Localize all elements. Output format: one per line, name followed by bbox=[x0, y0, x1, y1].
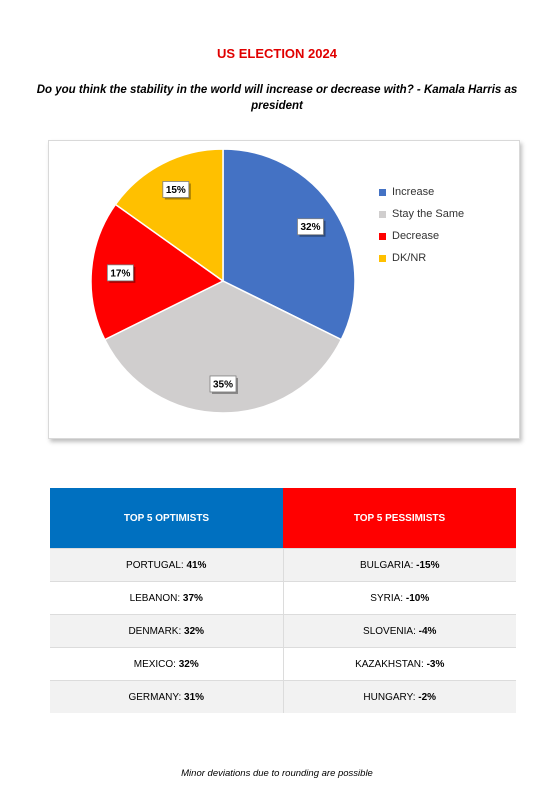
data-label-dk-nr: 15% bbox=[162, 181, 191, 200]
pessimist-value: -10% bbox=[405, 592, 430, 604]
table-row: LEBANON: 37% SYRIA: -10% bbox=[50, 581, 516, 615]
legend-swatch-increase bbox=[379, 188, 386, 196]
optimist-country: MEXICO: bbox=[133, 658, 176, 670]
svg-text:35%: 35% bbox=[213, 379, 233, 390]
legend-swatch-stay-the-same bbox=[379, 210, 386, 218]
legend-item-dk-nr: DK/NR bbox=[379, 247, 464, 269]
pessimist-value: -4% bbox=[418, 625, 437, 637]
optimist-value: 32% bbox=[178, 658, 199, 670]
optimist-cell: LEBANON: 37% bbox=[50, 581, 284, 615]
optimist-value: 31% bbox=[184, 691, 205, 703]
optimist-value: 41% bbox=[186, 559, 207, 571]
data-label-increase: 32% bbox=[297, 218, 326, 237]
footnote: Minor deviations due to rounding are pos… bbox=[181, 768, 373, 779]
page-title: US ELECTION 2024 bbox=[217, 46, 337, 61]
legend-swatch-decrease bbox=[379, 232, 386, 240]
optimist-country: PORTUGAL: bbox=[126, 559, 184, 571]
pie-chart-svg: 32% 35% 17% 15% bbox=[90, 148, 356, 414]
pessimist-country: HUNGARY: bbox=[363, 691, 416, 703]
pessimist-country: BULGARIA: bbox=[360, 559, 414, 571]
pessimist-cell: KAZAKHSTAN: -3% bbox=[283, 647, 516, 681]
legend-label-decrease: Decrease bbox=[392, 230, 440, 242]
pessimist-cell: SYRIA: -10% bbox=[283, 581, 516, 615]
optimist-cell: DENMARK: 32% bbox=[50, 614, 284, 648]
data-label-stay-the-same: 35% bbox=[209, 375, 238, 394]
top-countries-table: TOP 5 OPTIMISTS TOP 5 PESSIMISTS PORTUGA… bbox=[50, 488, 516, 713]
optimist-country: GERMANY: bbox=[128, 691, 182, 703]
legend-label-increase: Increase bbox=[392, 186, 435, 198]
svg-text:17%: 17% bbox=[110, 268, 130, 279]
table-row: GERMANY: 31% HUNGARY: -2% bbox=[50, 680, 516, 713]
optimist-country: LEBANON: bbox=[129, 592, 181, 604]
optimist-cell: GERMANY: 31% bbox=[50, 680, 284, 713]
data-label-decrease: 17% bbox=[106, 264, 136, 283]
pie-slice-dk-nr bbox=[114, 148, 224, 283]
pessimist-cell: BULGARIA: -15% bbox=[283, 548, 516, 582]
pie-slice-decrease bbox=[90, 203, 225, 341]
optimist-cell: MEXICO: 32% bbox=[50, 647, 284, 681]
pessimist-cell: SLOVENIA: -4% bbox=[283, 614, 516, 648]
pessimists-header: TOP 5 PESSIMISTS bbox=[283, 488, 516, 549]
legend-swatch-dk-nr bbox=[379, 254, 386, 262]
optimist-value: 32% bbox=[184, 625, 205, 637]
pessimist-value: -3% bbox=[426, 658, 445, 670]
survey-question: Do you think the stability in the world … bbox=[36, 84, 518, 112]
optimists-header: TOP 5 OPTIMISTS bbox=[50, 488, 283, 549]
legend-label-dk-nr: DK/NR bbox=[392, 252, 427, 264]
table-row: DENMARK: 32% SLOVENIA: -4% bbox=[50, 614, 516, 648]
pessimist-country: SYRIA: bbox=[370, 592, 404, 604]
pie-chart: 32% 35% 17% 15% Increase Stay the Same Decr… bbox=[48, 140, 520, 439]
pessimist-country: KAZAKHSTAN: bbox=[355, 658, 424, 670]
legend-item-decrease: Decrease bbox=[379, 225, 464, 247]
pessimist-value: -15% bbox=[416, 559, 440, 571]
chart-legend: Increase Stay the Same Decrease DK/NR bbox=[379, 181, 464, 269]
pessimist-cell: HUNGARY: -2% bbox=[283, 680, 516, 713]
optimist-country: DENMARK: bbox=[128, 625, 182, 637]
pie-slice-increase bbox=[222, 148, 356, 341]
pie-slice-stay-the-same bbox=[103, 280, 343, 414]
pessimist-country: SLOVENIA: bbox=[363, 625, 416, 637]
pessimist-value: -2% bbox=[418, 691, 437, 703]
legend-item-stay-the-same: Stay the Same bbox=[379, 203, 464, 225]
optimist-value: 37% bbox=[182, 592, 203, 604]
table-row: MEXICO: 32% KAZAKHSTAN: -3% bbox=[50, 647, 516, 681]
svg-text:32%: 32% bbox=[300, 222, 320, 233]
svg-text:15%: 15% bbox=[166, 185, 186, 196]
legend-label-stay-the-same: Stay the Same bbox=[392, 208, 465, 220]
legend-item-increase: Increase bbox=[379, 181, 464, 203]
table-row: PORTUGAL: 41% BULGARIA: -15% bbox=[50, 548, 516, 582]
optimist-cell: PORTUGAL: 41% bbox=[50, 548, 284, 582]
